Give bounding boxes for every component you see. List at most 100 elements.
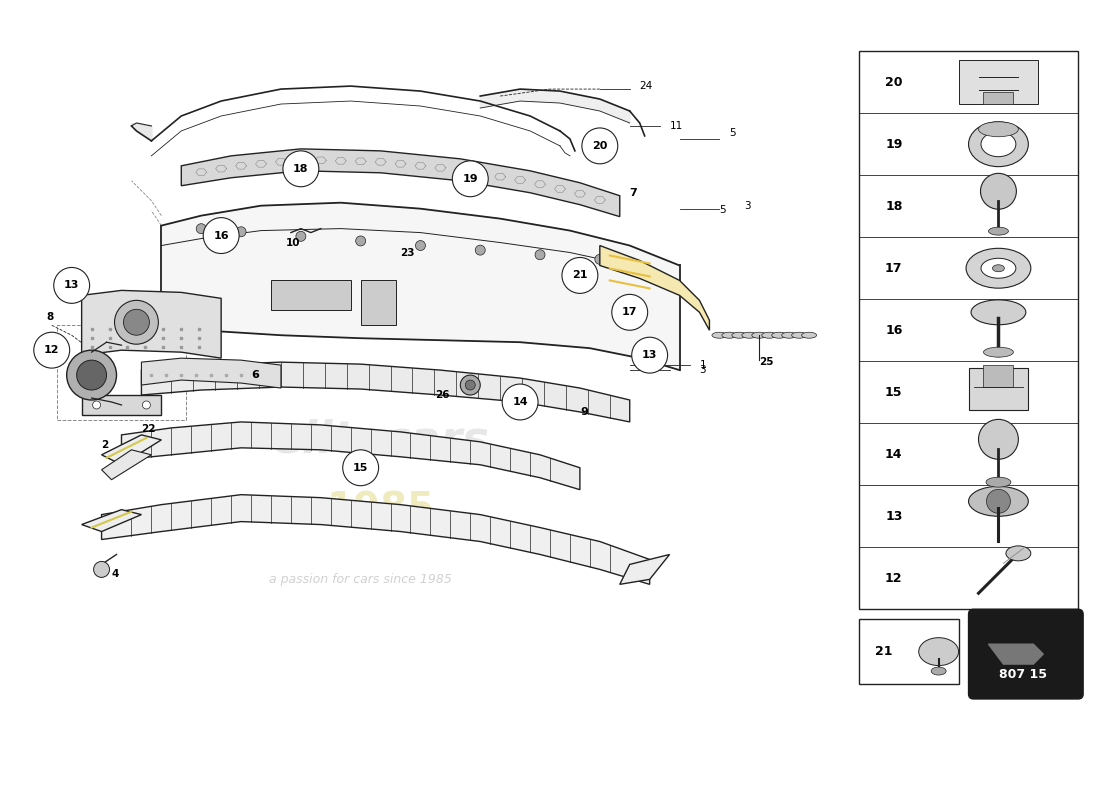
Text: 2: 2 — [101, 440, 109, 450]
Text: 13: 13 — [886, 510, 902, 522]
Ellipse shape — [966, 248, 1031, 288]
Text: 1985: 1985 — [327, 490, 434, 529]
Polygon shape — [121, 422, 580, 490]
Text: 16: 16 — [213, 230, 229, 241]
Text: 14: 14 — [513, 397, 528, 407]
Polygon shape — [101, 450, 152, 480]
FancyBboxPatch shape — [958, 60, 1038, 104]
Text: 11: 11 — [670, 121, 683, 131]
Polygon shape — [481, 89, 629, 123]
FancyBboxPatch shape — [983, 366, 1013, 387]
Polygon shape — [101, 435, 162, 465]
Text: 8: 8 — [47, 312, 54, 322]
Polygon shape — [989, 644, 1043, 664]
Polygon shape — [619, 554, 670, 584]
Ellipse shape — [802, 332, 816, 338]
Text: 20: 20 — [592, 141, 607, 151]
Text: 23: 23 — [400, 247, 415, 258]
Circle shape — [460, 375, 481, 395]
Text: 7: 7 — [629, 188, 638, 198]
Circle shape — [236, 226, 246, 237]
Ellipse shape — [712, 332, 727, 338]
Ellipse shape — [751, 332, 767, 338]
Polygon shape — [162, 202, 680, 370]
Circle shape — [452, 161, 488, 197]
Circle shape — [475, 245, 485, 255]
Polygon shape — [81, 290, 221, 358]
Text: 17: 17 — [621, 307, 638, 318]
Text: 807 15: 807 15 — [1000, 667, 1047, 681]
Text: 3: 3 — [745, 201, 751, 210]
Ellipse shape — [762, 332, 777, 338]
Polygon shape — [81, 510, 142, 531]
Text: elitecars: elitecars — [272, 418, 490, 462]
Text: 5: 5 — [719, 205, 726, 214]
FancyBboxPatch shape — [361, 281, 396, 326]
Circle shape — [980, 174, 1016, 210]
FancyBboxPatch shape — [968, 610, 1084, 699]
Circle shape — [34, 332, 69, 368]
Circle shape — [123, 310, 150, 335]
Circle shape — [355, 236, 365, 246]
Circle shape — [535, 250, 544, 260]
Circle shape — [67, 350, 117, 400]
Text: 19: 19 — [462, 174, 478, 184]
Text: 9: 9 — [580, 407, 587, 417]
Circle shape — [595, 254, 605, 264]
Circle shape — [503, 384, 538, 420]
Polygon shape — [142, 362, 629, 422]
Text: 22: 22 — [142, 424, 156, 434]
FancyBboxPatch shape — [81, 395, 162, 415]
Circle shape — [54, 267, 89, 303]
FancyBboxPatch shape — [271, 281, 351, 310]
Polygon shape — [182, 149, 619, 217]
Text: 19: 19 — [886, 138, 902, 150]
Text: 17: 17 — [886, 262, 903, 274]
Ellipse shape — [792, 332, 806, 338]
Ellipse shape — [968, 486, 1028, 516]
Circle shape — [94, 562, 110, 578]
Ellipse shape — [932, 667, 946, 675]
Text: 21: 21 — [876, 645, 892, 658]
Text: 16: 16 — [886, 324, 902, 337]
Circle shape — [416, 241, 426, 250]
Text: 13: 13 — [64, 280, 79, 290]
Ellipse shape — [981, 258, 1016, 278]
Circle shape — [296, 231, 306, 242]
Text: 15: 15 — [886, 386, 903, 398]
Circle shape — [987, 490, 1011, 514]
FancyBboxPatch shape — [859, 619, 958, 684]
Text: 18: 18 — [886, 200, 902, 213]
Circle shape — [283, 151, 319, 186]
Polygon shape — [142, 358, 280, 388]
Circle shape — [77, 360, 107, 390]
Text: 21: 21 — [572, 270, 587, 281]
Circle shape — [562, 258, 597, 294]
FancyBboxPatch shape — [968, 368, 1028, 410]
Text: 15: 15 — [353, 462, 369, 473]
Text: 4: 4 — [111, 570, 119, 579]
Circle shape — [92, 401, 100, 409]
Ellipse shape — [772, 332, 786, 338]
Circle shape — [204, 218, 239, 254]
Text: a passion for cars since 1985: a passion for cars since 1985 — [270, 573, 452, 586]
Text: 12: 12 — [886, 572, 903, 585]
Circle shape — [465, 380, 475, 390]
Ellipse shape — [992, 265, 1004, 272]
Circle shape — [114, 300, 158, 344]
Text: 24: 24 — [640, 81, 653, 91]
Ellipse shape — [968, 122, 1028, 166]
Text: 20: 20 — [886, 76, 903, 89]
Text: 3: 3 — [700, 365, 706, 375]
Ellipse shape — [989, 227, 1009, 235]
Ellipse shape — [732, 332, 747, 338]
Ellipse shape — [979, 122, 1019, 137]
Circle shape — [582, 128, 618, 164]
Ellipse shape — [918, 638, 958, 666]
Text: 12: 12 — [44, 345, 59, 355]
Ellipse shape — [722, 332, 737, 338]
Ellipse shape — [981, 132, 1016, 157]
Ellipse shape — [971, 300, 1026, 325]
Text: 5: 5 — [729, 128, 736, 138]
Polygon shape — [101, 494, 650, 584]
